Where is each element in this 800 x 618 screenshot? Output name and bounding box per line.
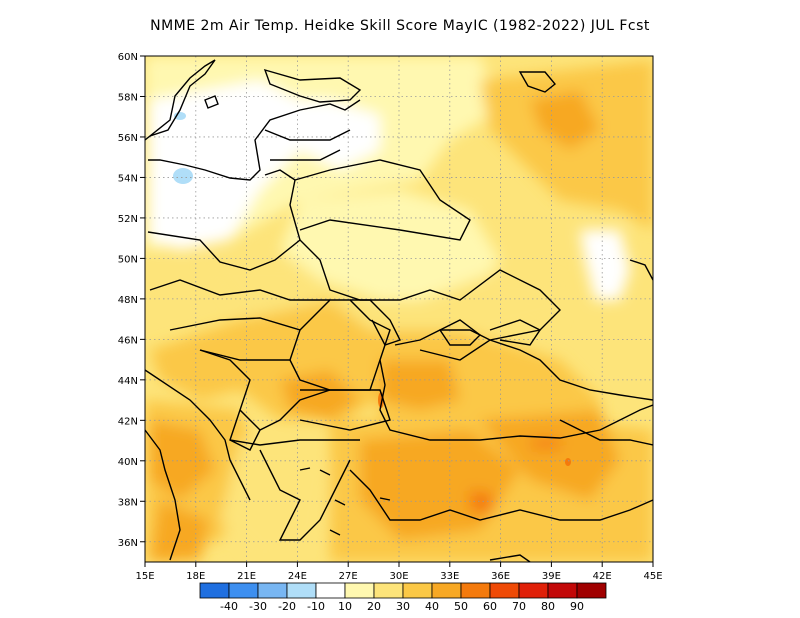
lat-tick-label: 52N [118, 214, 138, 225]
coast-blacksea-north [394, 329, 653, 401]
lon-tick-label: 39E [542, 571, 561, 582]
colorbar-label: -10 [307, 600, 325, 613]
lon-tick-label: 36E [491, 571, 510, 582]
colorbar-label: 80 [541, 600, 555, 613]
border-caucasus [559, 419, 653, 446]
colorbar-swatch [286, 582, 317, 599]
field-turkey-50c [380, 360, 460, 410]
colorbar-swatch [402, 582, 433, 599]
colorbar-label: -20 [278, 600, 296, 613]
colorbar-swatch [228, 582, 259, 599]
colorbar-swatch [257, 582, 288, 599]
field-patch-60b [565, 458, 571, 466]
lat-tick-label: 48N [118, 295, 138, 306]
border-poland [147, 169, 301, 271]
lat-tick-label: 58N [118, 92, 138, 103]
coast-blacksea [379, 359, 653, 441]
coast-greece [259, 449, 351, 541]
field-blacksea-40 [370, 330, 600, 440]
colorbar: -40 -30 -20 -10 10 20 30 40 50 60 70 80 90 [199, 582, 607, 613]
lon-tick-label: 24E [288, 571, 307, 582]
border-baltics [264, 129, 351, 161]
map-title: NMME 2m Air Temp. Heidke Skill Score May… [150, 18, 650, 34]
coast-scandinavia [145, 59, 216, 141]
colorbar-swatch [547, 582, 578, 599]
coast-ladoga [518, 71, 556, 93]
lon-tick-label: 42E [593, 571, 612, 582]
colorbar-swatch [199, 582, 230, 599]
grid-lines [145, 56, 653, 562]
colorbar-swatch [431, 582, 462, 599]
lon-tick-label: 18E [186, 571, 205, 582]
colorbar-label: 60 [483, 600, 497, 613]
lon-tick-label: 27E [339, 571, 358, 582]
border-belarus [294, 159, 471, 241]
colorbar-swatch [576, 582, 607, 599]
lon-tick-label: 21E [237, 571, 256, 582]
lon-tick-labels: 15E 18E 21E 24E 27E 30E 33E 36E 39E 42E 45E [135, 562, 663, 582]
field-turkey-60b [530, 438, 560, 448]
colorbar-swatch [460, 582, 491, 599]
border-czsk [149, 279, 330, 301]
colorbar-swatch [315, 582, 346, 599]
field-north-white [150, 80, 380, 250]
lat-tick-label: 40N [118, 457, 138, 468]
field-white-ukraine [280, 190, 500, 300]
coast-adriatic [145, 369, 251, 501]
colorbar-label: 10 [338, 600, 352, 613]
colorbar-swatch [344, 582, 375, 599]
colorbar-label: 70 [512, 600, 526, 613]
colorbar-swatch [518, 582, 549, 599]
field-sw-50 [150, 420, 215, 500]
coast-crimea [438, 319, 482, 346]
coast-turkey-south [349, 469, 653, 521]
coast-italy [145, 429, 181, 561]
colorbar-label: 50 [454, 600, 468, 613]
border-ukraine [299, 239, 561, 361]
field-balkan-45 [280, 370, 360, 420]
lat-tick-label: 54N [118, 173, 138, 184]
field-neg-patch [173, 168, 193, 184]
skill-field [145, 56, 653, 562]
lat-tick-label: 44N [118, 376, 138, 387]
lon-tick-label: 30E [389, 571, 408, 582]
colorbar-label: -30 [249, 600, 267, 613]
lat-tick-label: 50N [118, 254, 138, 265]
lat-tick-label: 56N [118, 133, 138, 144]
lat-tick-label: 60N [118, 52, 138, 63]
field-white-east [580, 230, 630, 300]
lat-tick-label: 42N [118, 416, 138, 427]
coast-cyprus [489, 554, 531, 562]
lat-tick-label: 46N [118, 335, 138, 346]
lat-tick-label: 38N [118, 497, 138, 508]
coast-islands [299, 467, 391, 536]
coast-gotland [204, 95, 219, 109]
coast-caspian [629, 259, 653, 281]
colorbar-label: 30 [396, 600, 410, 613]
colorbar-label: 90 [570, 600, 584, 613]
lon-tick-label: 45E [643, 571, 662, 582]
colorbar-swatch [489, 582, 520, 599]
colorbar-label: -40 [220, 600, 238, 613]
lat-tick-labels: 36N 38N 40N 42N 44N 46N 48N 50N 52N 54N 56N 58N 60N [118, 52, 145, 549]
border-bulgaria [299, 389, 391, 431]
coast-azov [489, 319, 542, 346]
colorbar-label: 20 [367, 600, 381, 613]
field-turkey-60 [470, 490, 495, 515]
border-moldova [350, 299, 401, 346]
border-greece [229, 439, 360, 446]
colorbar-swatch [373, 582, 404, 599]
border-balkans [199, 349, 331, 451]
lat-tick-label: 36N [118, 538, 138, 549]
lon-tick-label: 33E [440, 571, 459, 582]
coastlines-borders [145, 59, 653, 562]
lon-tick-label: 15E [135, 571, 154, 582]
coast-finland [263, 68, 362, 103]
coast-baltic-east [148, 99, 361, 181]
field-ne-50 [530, 90, 600, 150]
colorbar-label: 40 [425, 600, 439, 613]
